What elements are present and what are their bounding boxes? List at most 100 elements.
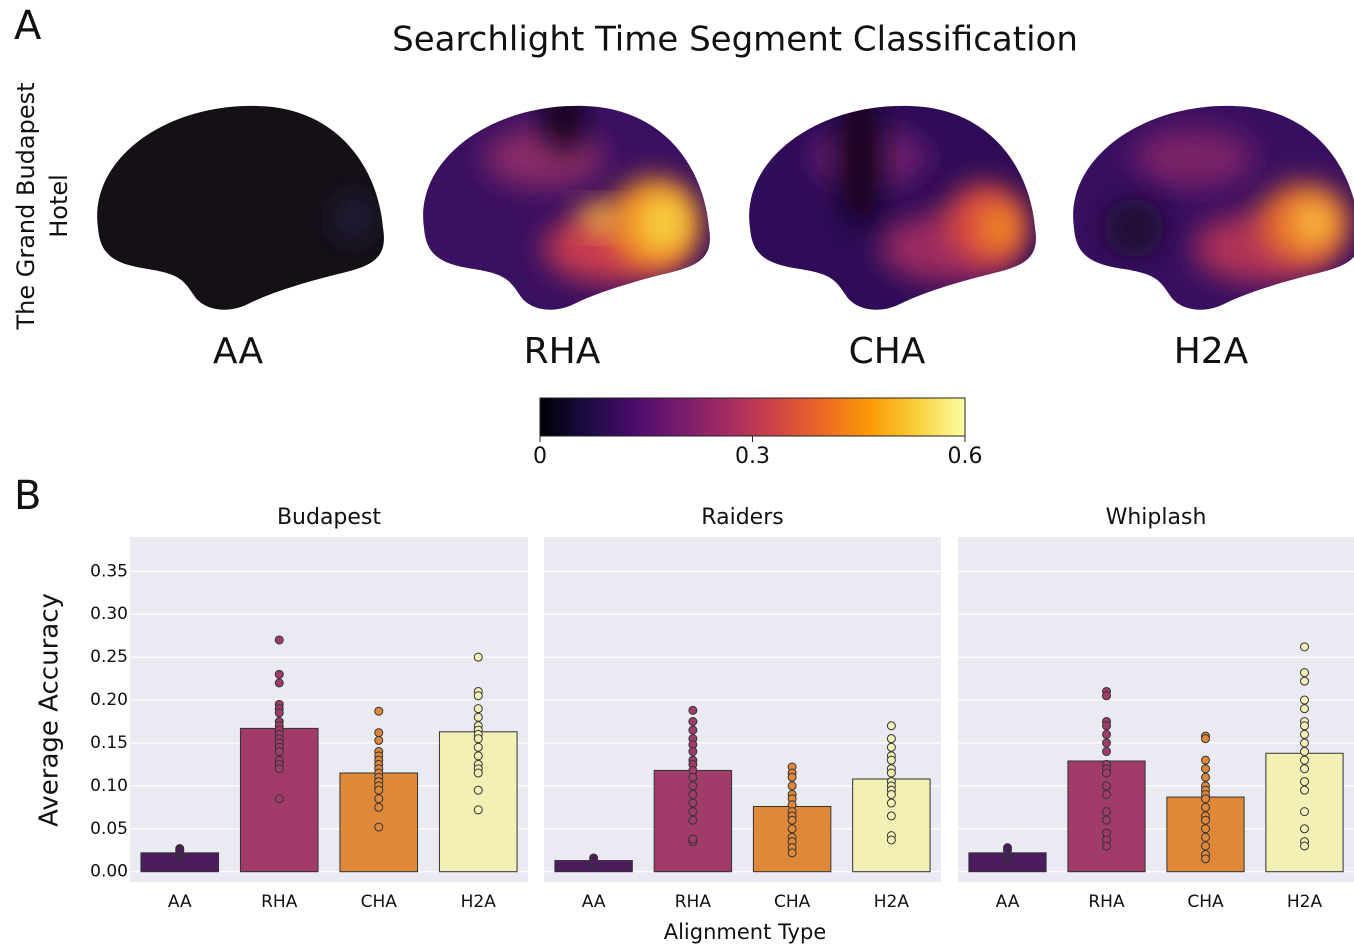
data-point <box>1300 764 1309 774</box>
y-tick-label: 0.10 <box>90 776 128 796</box>
data-point <box>473 734 483 744</box>
row-label: The Grand Budapest <box>12 82 40 330</box>
data-point <box>1201 734 1210 744</box>
data-point <box>886 755 896 765</box>
data-point <box>473 785 483 795</box>
data-point <box>1003 843 1012 853</box>
data-point <box>374 794 384 804</box>
data-point <box>1102 815 1111 825</box>
data-point <box>787 772 797 782</box>
data-point <box>274 708 284 718</box>
x-tick-label: RHA <box>1088 892 1125 912</box>
data-point <box>274 747 284 757</box>
map-label: RHA <box>524 331 601 372</box>
colorbar <box>539 397 966 437</box>
data-point <box>1102 747 1111 757</box>
data-point <box>473 742 483 752</box>
data-point <box>274 669 284 679</box>
data-point <box>886 742 896 752</box>
data-point <box>473 768 483 778</box>
data-point <box>1300 824 1309 834</box>
y-tick-label: 0.35 <box>90 561 128 581</box>
data-point <box>1300 676 1309 686</box>
brain-map <box>749 105 1036 310</box>
row-label: Hotel <box>45 174 73 238</box>
panel-title: Searchlight Time Segment Classification <box>392 20 1078 60</box>
data-point <box>1201 772 1210 782</box>
data-point <box>374 735 384 745</box>
data-point <box>1300 704 1309 714</box>
y-tick-label: 0.30 <box>90 604 128 624</box>
data-point <box>274 794 284 804</box>
y-tick-label: 0.15 <box>90 733 128 753</box>
data-point <box>688 834 698 844</box>
data-point <box>374 822 384 832</box>
data-point <box>886 789 896 799</box>
data-point <box>688 747 698 757</box>
data-point <box>1201 824 1210 834</box>
data-point <box>1102 781 1111 791</box>
data-point <box>1300 755 1309 765</box>
data-point <box>688 717 698 727</box>
data-point <box>1300 785 1309 795</box>
data-point <box>1102 738 1111 748</box>
data-point <box>1300 777 1309 787</box>
panel-label: B <box>14 473 41 519</box>
data-point <box>1102 691 1111 701</box>
x-tick-label: AA <box>582 892 606 912</box>
data-point <box>886 835 896 845</box>
data-point <box>688 815 698 825</box>
y-tick-label: 0.05 <box>90 819 128 839</box>
data-point <box>1201 764 1210 774</box>
x-tick-label: H2A <box>874 892 910 912</box>
data-point <box>688 705 698 715</box>
data-point <box>374 728 384 738</box>
data-point <box>1201 794 1210 804</box>
data-point <box>374 706 384 716</box>
data-point <box>688 789 698 799</box>
data-point <box>787 815 797 825</box>
map-label: CHA <box>849 331 926 372</box>
x-tick-label: H2A <box>1287 892 1323 912</box>
data-point <box>886 734 896 744</box>
data-point <box>886 798 896 808</box>
facet-title: Whiplash <box>1106 505 1207 530</box>
data-point <box>688 798 698 808</box>
data-point <box>1102 807 1111 817</box>
map-label: H2A <box>1174 331 1249 372</box>
colorbar-ticks: 0 0.3 0.6 <box>533 436 983 469</box>
x-tick-label: CHA <box>361 892 398 912</box>
data-point <box>1201 854 1210 864</box>
data-point <box>274 635 284 645</box>
brain-map <box>97 105 384 310</box>
data-point <box>787 848 797 858</box>
y-tick-label: 0.25 <box>90 647 128 667</box>
data-point <box>589 856 599 866</box>
data-point <box>1300 729 1309 739</box>
data-point <box>1201 755 1210 765</box>
data-point <box>274 678 284 688</box>
y-axis-label: Average Accuracy <box>35 593 65 827</box>
data-point <box>1300 721 1309 731</box>
x-tick-label: RHA <box>261 892 298 912</box>
y-tick-label: 0.20 <box>90 690 128 710</box>
brain-map <box>1073 105 1354 310</box>
data-point <box>1300 747 1309 757</box>
data-point <box>473 751 483 761</box>
data-point <box>886 811 896 821</box>
data-point <box>1102 768 1111 778</box>
data-point <box>1300 695 1309 705</box>
x-tick-label: AA <box>996 892 1020 912</box>
data-point <box>787 824 797 834</box>
data-point <box>1102 789 1111 799</box>
data-point <box>688 772 698 782</box>
data-point <box>1300 738 1309 748</box>
x-tick-label: AA <box>168 892 192 912</box>
data-point <box>473 652 483 662</box>
y-tick-label: 0.00 <box>90 862 128 882</box>
data-point <box>1102 729 1111 739</box>
data-point <box>1102 721 1111 731</box>
data-point <box>374 785 384 795</box>
data-point <box>1300 642 1309 652</box>
